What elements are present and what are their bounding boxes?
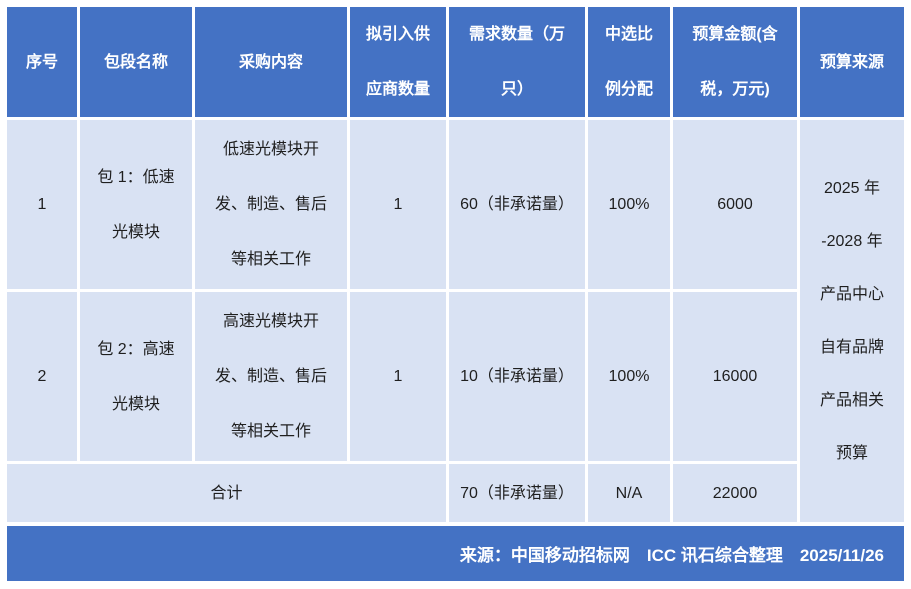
row1-selection-ratio: 100% — [588, 120, 670, 289]
header-budget-source: 预算来源 — [800, 7, 904, 117]
row2-supplier-count: 1 — [350, 292, 446, 461]
row1-serial: 1 — [7, 120, 77, 289]
row1-procurement-content: 低速光模块开 发、制造、售后 等相关工作 — [195, 120, 347, 289]
total-demand-quantity: 70（非承诺量） — [449, 464, 585, 522]
header-serial: 序号 — [7, 7, 77, 117]
row2-serial: 2 — [7, 292, 77, 461]
row2-package-name: 包 2：高速 光模块 — [80, 292, 192, 461]
header-package-name: 包段名称 — [80, 7, 192, 117]
total-budget-amount: 22000 — [673, 464, 797, 522]
header-demand-quantity: 需求数量（万 只） — [449, 7, 585, 117]
row1-budget-amount: 6000 — [673, 120, 797, 289]
row2-budget-amount: 16000 — [673, 292, 797, 461]
header-selection-ratio: 中选比 例分配 — [588, 7, 670, 117]
row2-demand-quantity: 10（非承诺量） — [449, 292, 585, 461]
row2-procurement-content: 高速光模块开 发、制造、售后 等相关工作 — [195, 292, 347, 461]
total-selection-ratio: N/A — [588, 464, 670, 522]
header-budget-amount: 预算金额(含 税，万元) — [673, 7, 797, 117]
header-supplier-count: 拟引入供 应商数量 — [350, 7, 446, 117]
row1-supplier-count: 1 — [350, 120, 446, 289]
source-text: 来源：中国移动招标网 ICC 讯石综合整理 2025/11/26 — [459, 546, 884, 565]
header-procurement-content: 采购内容 — [195, 7, 347, 117]
source-bar: 来源：中国移动招标网 ICC 讯石综合整理 2025/11/26 — [7, 526, 904, 581]
budget-source-merged-cell: 2025 年 -2028 年 产品中心 自有品牌 产品相关 预算 — [800, 120, 904, 522]
total-row-label: 合计 — [7, 464, 446, 522]
row1-package-name: 包 1：低速 光模块 — [80, 120, 192, 289]
procurement-table: 序号 包段名称 采购内容 拟引入供 应商数量 需求数量（万 只） 中选比 例分配… — [7, 7, 904, 522]
row2-selection-ratio: 100% — [588, 292, 670, 461]
row1-demand-quantity: 60（非承诺量） — [449, 120, 585, 289]
